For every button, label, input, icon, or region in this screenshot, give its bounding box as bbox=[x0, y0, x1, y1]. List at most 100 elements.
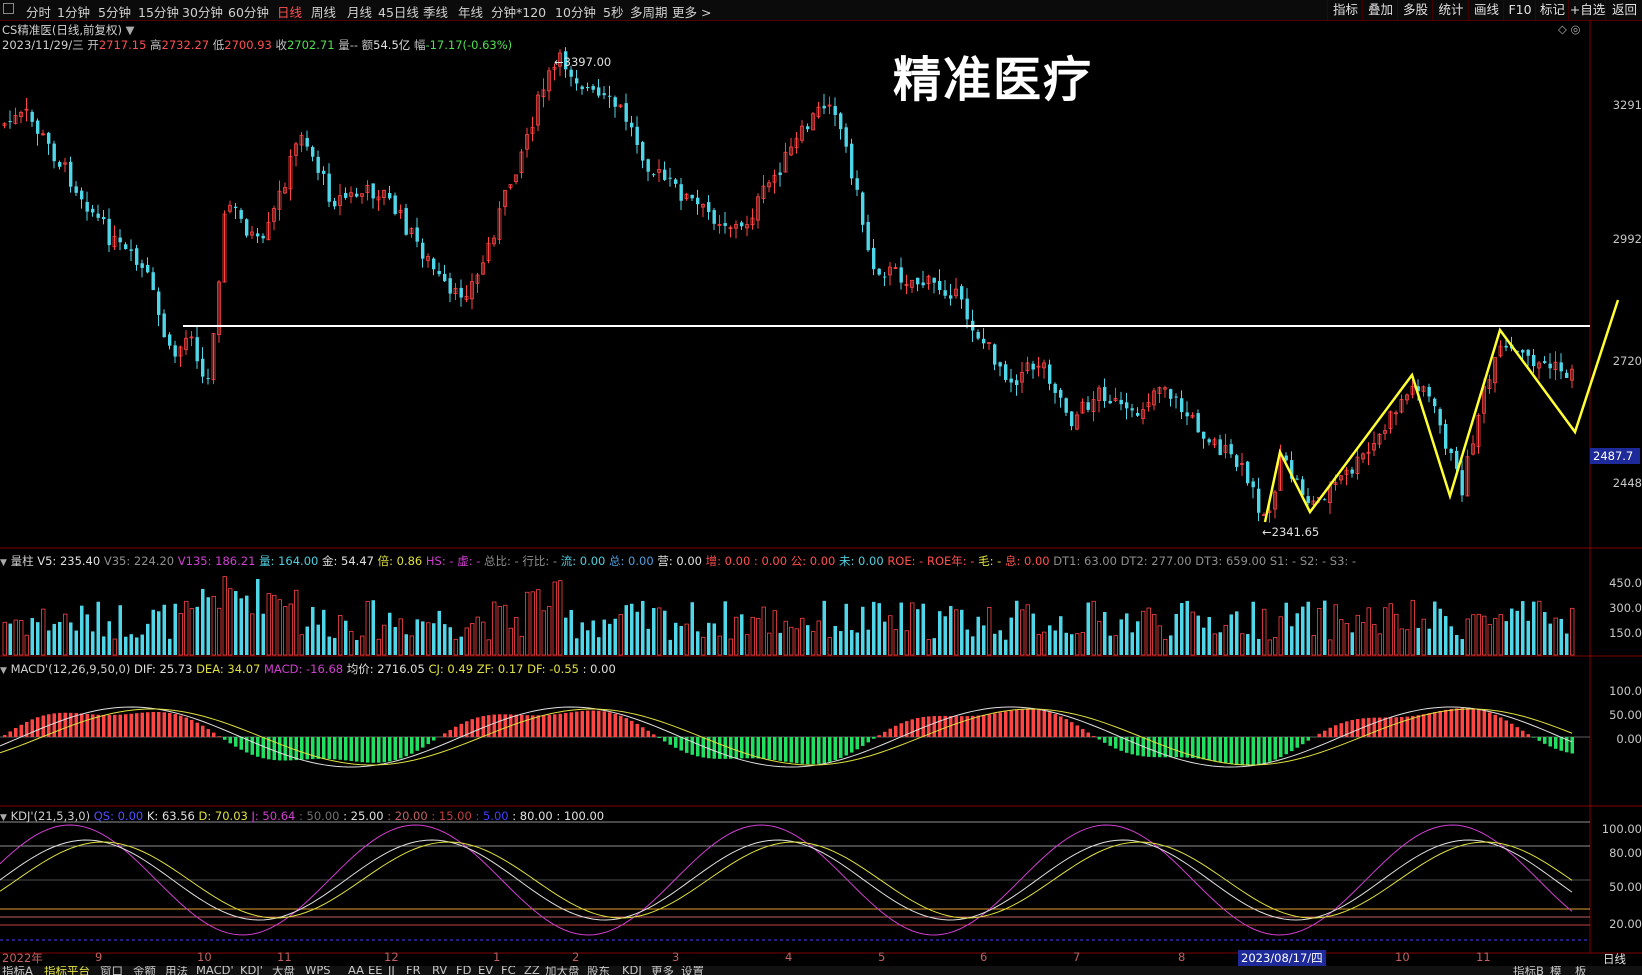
indicator-value: 0.00 bbox=[586, 662, 616, 676]
indicator-tab[interactable]: 金额 bbox=[133, 966, 156, 975]
indicator-tab[interactable]: 指标平台 bbox=[44, 966, 90, 975]
tool-button[interactable]: F10 bbox=[1503, 0, 1536, 20]
indicator-tab[interactable]: 模 bbox=[1550, 966, 1562, 975]
macd-bar bbox=[1334, 725, 1338, 737]
volume-bar bbox=[1031, 613, 1035, 655]
tool-button[interactable]: 返回 bbox=[1605, 0, 1642, 20]
period-tab[interactable]: 45日线 bbox=[378, 5, 419, 20]
kdj-panel-name[interactable]: KDJ'(21,5,3,0) bbox=[10, 809, 91, 823]
diamond-icon[interactable]: ◇ ◎ bbox=[1558, 22, 1581, 36]
macd-bar bbox=[492, 714, 496, 737]
indicator-tab[interactable]: 更多 bbox=[651, 966, 674, 975]
indicator-tab[interactable]: ZZ bbox=[524, 966, 540, 975]
indicator-value: - bbox=[966, 554, 979, 568]
macd-bar bbox=[619, 715, 623, 737]
indicator-label: V35: bbox=[103, 554, 131, 568]
indicator-tab[interactable]: KDJ bbox=[622, 966, 642, 975]
volume-panel-name[interactable]: 量柱 bbox=[10, 554, 34, 568]
period-tab[interactable]: 多周期 bbox=[630, 5, 668, 20]
candle-body bbox=[866, 221, 870, 251]
indicator-tab[interactable]: 窗口 bbox=[100, 966, 123, 975]
volume-bar bbox=[13, 619, 18, 656]
period-tab[interactable]: 15分钟 bbox=[138, 5, 179, 20]
indicator-tab[interactable]: EV bbox=[478, 966, 494, 975]
macd-bar bbox=[1130, 737, 1134, 755]
period-tab[interactable]: 日线 bbox=[277, 5, 303, 20]
indicator-tab[interactable]: AA bbox=[348, 966, 365, 975]
indicator-tab[interactable]: EE bbox=[368, 966, 383, 975]
volume-bar bbox=[1223, 624, 1228, 656]
volume-bar bbox=[1306, 601, 1310, 655]
indicator-tab[interactable]: RV bbox=[432, 966, 448, 975]
candle-body bbox=[409, 228, 414, 235]
period-tab[interactable]: 5分钟 bbox=[98, 5, 131, 20]
tool-button[interactable]: 统计 bbox=[1432, 0, 1469, 20]
indicator-label: : bbox=[475, 809, 480, 823]
candle-body bbox=[322, 170, 326, 174]
macd-bar bbox=[1125, 737, 1129, 753]
macd-bar bbox=[608, 712, 612, 737]
indicator-tab[interactable]: 用法 bbox=[165, 966, 188, 975]
period-tab[interactable]: 30分钟 bbox=[182, 5, 223, 20]
chevron-down-icon[interactable]: ▼ bbox=[0, 666, 7, 676]
chevron-down-icon[interactable]: ▼ bbox=[0, 558, 7, 568]
indicator-value: 0.00 bbox=[757, 554, 791, 568]
x-axis-label: 6 bbox=[980, 950, 988, 964]
stock-title[interactable]: CS精准医(日线,前复权) ▼ bbox=[2, 22, 134, 38]
indicator-tab[interactable]: 指标B bbox=[1513, 966, 1544, 975]
macd-bar bbox=[311, 737, 315, 760]
chevron-down-icon[interactable]: ▼ bbox=[0, 813, 7, 823]
period-tab[interactable]: 1分钟 bbox=[57, 5, 90, 20]
indicator-tab[interactable]: FC bbox=[501, 966, 516, 975]
indicator-tab[interactable]: KDJ' bbox=[240, 966, 263, 975]
candle-body bbox=[1042, 362, 1046, 369]
indicator-tab[interactable]: 股东 bbox=[587, 966, 610, 975]
candle-body bbox=[277, 190, 282, 210]
period-tab[interactable]: 更多 > bbox=[672, 5, 712, 20]
volume-bar bbox=[1119, 619, 1123, 655]
chevron-down-icon[interactable]: ▼ bbox=[125, 23, 135, 37]
indicator-tab[interactable]: 指标A bbox=[2, 966, 33, 975]
macd-bar bbox=[421, 737, 425, 748]
indicator-tab[interactable]: MACD' bbox=[196, 966, 234, 975]
period-tab[interactable]: 季线 bbox=[423, 5, 449, 20]
volume-bar bbox=[475, 616, 480, 656]
period-tab[interactable]: 分钟*120 bbox=[491, 5, 547, 20]
tool-button[interactable]: 多股 bbox=[1397, 0, 1433, 20]
macd-bar bbox=[927, 716, 931, 737]
candle-body bbox=[1020, 371, 1024, 383]
tool-button[interactable]: 指标 bbox=[1327, 0, 1363, 20]
period-tab[interactable]: 周线 bbox=[311, 5, 337, 20]
period-tab[interactable]: 10分钟 bbox=[555, 5, 596, 20]
macd-panel-name[interactable]: MACD'(12,26,9,50,0) bbox=[10, 662, 131, 676]
period-tab[interactable]: 5秒 bbox=[603, 5, 624, 20]
indicator-tab[interactable]: 加大盘 bbox=[545, 966, 580, 975]
tool-button[interactable]: +自选 bbox=[1568, 0, 1606, 20]
period-tab[interactable]: 分时 bbox=[26, 5, 52, 20]
candle-body bbox=[916, 277, 920, 285]
indicator-label: D: bbox=[198, 809, 212, 823]
macd-bar bbox=[597, 710, 601, 737]
volume-bar bbox=[1113, 635, 1118, 656]
volume-tick: 150.0 bbox=[1609, 626, 1642, 640]
indicator-tab[interactable]: 大盘 bbox=[272, 966, 295, 975]
period-tab[interactable]: 月线 bbox=[347, 5, 373, 20]
volume-bar bbox=[806, 625, 810, 655]
indicator-tab[interactable]: 板 bbox=[1575, 966, 1587, 975]
window-icon[interactable] bbox=[3, 3, 14, 14]
indicator-tab[interactable]: FR bbox=[406, 966, 421, 975]
indicator-tab[interactable]: 设置 bbox=[681, 966, 704, 975]
tool-button[interactable]: 叠加 bbox=[1362, 0, 1398, 20]
candle-body bbox=[910, 279, 914, 288]
period-tab[interactable]: 60分钟 bbox=[228, 5, 269, 20]
candle-body bbox=[47, 132, 51, 144]
tool-button[interactable]: 画线 bbox=[1468, 0, 1504, 20]
tool-button[interactable]: 标记 bbox=[1535, 0, 1569, 20]
period-tab[interactable]: 年线 bbox=[458, 5, 484, 20]
indicator-tab[interactable]: WPS bbox=[305, 966, 331, 975]
volume-bar bbox=[1141, 610, 1146, 656]
period-label[interactable]: 日线 bbox=[1603, 952, 1626, 966]
indicator-tab[interactable]: FD bbox=[456, 966, 472, 975]
indicator-tab[interactable]: JJ bbox=[388, 966, 395, 975]
